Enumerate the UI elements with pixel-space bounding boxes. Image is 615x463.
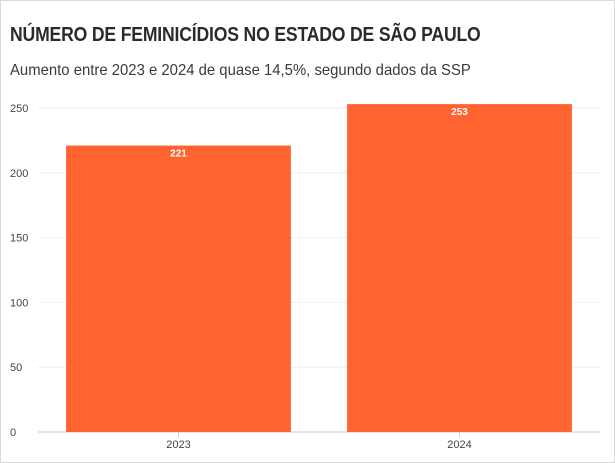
data-label-2023: 221 xyxy=(170,149,187,160)
y-tick-label: 50 xyxy=(10,362,22,374)
data-label-2024: 253 xyxy=(451,107,468,118)
bar-2024 xyxy=(347,104,572,432)
bars-layer xyxy=(66,104,572,433)
chart-subtitle: Aumento entre 2023 e 2024 de quase 14,5%… xyxy=(10,62,471,79)
x-tick-label-2023: 2023 xyxy=(166,439,190,451)
y-tick-label: 200 xyxy=(10,168,28,180)
chart-title: NÚMERO DE FEMINICÍDIOS NO ESTADO DE SÃO … xyxy=(10,24,481,46)
y-tick-label: 0 xyxy=(10,427,16,439)
labels-layer: 2023 221 2024 253 xyxy=(166,107,471,451)
y-tick-label: 250 xyxy=(10,103,28,115)
x-tick-label-2024: 2024 xyxy=(447,439,471,451)
y-tick-label: 150 xyxy=(10,233,28,245)
bar-2023 xyxy=(66,145,291,433)
y-tick-label: 100 xyxy=(10,297,28,309)
